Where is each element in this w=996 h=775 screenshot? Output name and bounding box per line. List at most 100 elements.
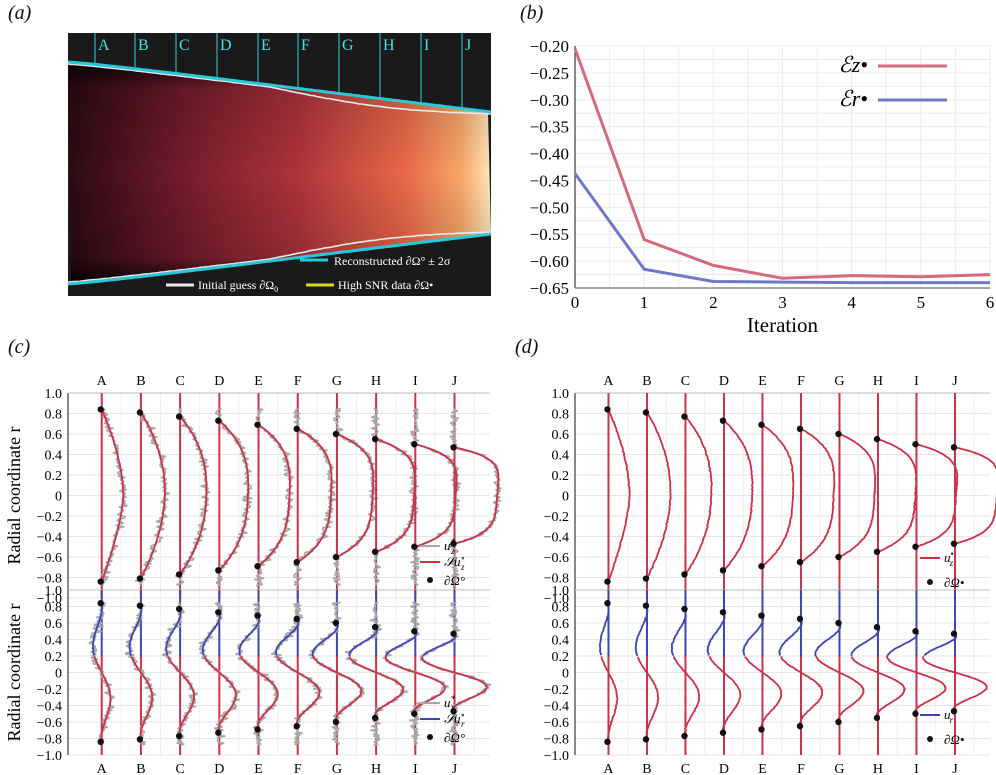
station-profile-j (419, 590, 492, 755)
wall-point-top (254, 421, 261, 428)
wall-point-top (97, 406, 104, 413)
station-profile-b (634, 590, 660, 755)
station-label-bottom-j: J (452, 762, 458, 775)
x-tick-label: 3 (778, 293, 787, 312)
station-profile-b (134, 393, 171, 598)
y-tick-label: −0.35 (530, 118, 569, 137)
y-tick-label: 0.2 (45, 469, 63, 484)
station-label-a: A (98, 37, 110, 54)
station-label-j: J (465, 37, 471, 54)
wall-point-top (136, 409, 144, 416)
y-tick-label: −0.8 (544, 733, 569, 748)
wall-point-bottom (642, 736, 650, 743)
x-tick-label: 4 (847, 293, 856, 312)
station-label-bottom-a: A (97, 762, 108, 775)
profile-line-upper (128, 605, 143, 657)
legend-line-sub: r (950, 715, 954, 725)
jet-shade (68, 62, 491, 284)
station-label-e: E (261, 37, 271, 54)
y-tick-label: −0.4 (37, 700, 62, 715)
wall-point-bottom (254, 726, 261, 733)
y-tick-label: −1.0 (544, 749, 569, 764)
station-profile-b (124, 590, 157, 755)
noisy-measurement (88, 601, 115, 746)
profile-line-lower (922, 656, 988, 712)
initial-guess-top (67, 63, 492, 115)
profile-line-lower (850, 656, 907, 719)
station-profile-h (873, 393, 918, 598)
station-label-bottom-g: G (834, 762, 844, 775)
x-tick-label: 1 (640, 293, 649, 312)
x-axis-title: Iteration (747, 313, 819, 337)
reconstructed-top (67, 60, 492, 114)
legend-noisy-sub: z (450, 546, 455, 556)
profile-line-lower (636, 656, 660, 740)
y-tick-label: 0.8 (552, 408, 570, 423)
y-tick-label: −0.8 (37, 733, 62, 748)
wall-point-top (371, 623, 379, 631)
profile-line-lower (421, 656, 488, 712)
station-profile-j (950, 393, 996, 598)
x-tick-label: 2 (709, 293, 718, 312)
wall-point-top (411, 441, 418, 448)
station-label-bottom-f: F (294, 762, 302, 775)
station-label-i: I (424, 37, 429, 54)
wall-point-bottom (175, 571, 183, 578)
wall-point-bottom (97, 578, 104, 585)
profile-line (684, 416, 713, 575)
panel-b-axes: −0.20 −0.25 −0.30 −0.35 −0.40 −0.45 −0.50 −0.55… (530, 37, 995, 337)
legend-point-label: ∂Ω° (444, 730, 465, 745)
profile-line-upper (814, 622, 842, 657)
profile-line-lower (312, 655, 363, 723)
initial-guess-bottom (67, 231, 492, 283)
y-tick-label: −0.6 (544, 716, 569, 731)
panel-b-legend: ℰz• ℰr• (838, 52, 947, 111)
wall-point-top (604, 600, 611, 607)
wall-point-top (681, 605, 688, 613)
noisy-measurement (124, 601, 157, 746)
profile-line-lower (239, 655, 279, 730)
profile-line (297, 428, 333, 563)
profile-line-lower (744, 656, 783, 730)
legend-fit-sup: ∘ (461, 553, 465, 563)
station-label-top-g: G (834, 374, 844, 389)
wall-point-top (450, 630, 457, 637)
wall-point-bottom (758, 726, 765, 733)
profile-line (916, 443, 959, 548)
reconstructed-bottom (67, 232, 492, 286)
legend-line-sup: • (951, 549, 954, 559)
wall-point-top (215, 417, 222, 424)
wall-point-top (681, 413, 688, 420)
legend-point-swatch (427, 734, 433, 740)
wall-point-top (835, 430, 842, 438)
wall-point-bottom (604, 738, 611, 745)
wall-point-bottom (371, 548, 379, 556)
legend: u• z ∂Ω• (920, 549, 964, 590)
wall-point-top (758, 421, 765, 428)
wall-point-bottom (835, 553, 842, 561)
station-profile-j (922, 590, 988, 755)
legend-label-1: ℰr• (838, 86, 868, 111)
station-label-bottom-h: H (371, 762, 381, 775)
profile-line (839, 433, 877, 558)
wall-point-top (332, 619, 340, 627)
station-profile-d (214, 393, 253, 598)
station-profile-c (681, 393, 713, 598)
profile-line-lower (815, 655, 865, 723)
y-tick-label: −0.4 (544, 531, 569, 546)
station-label-bottom-c: C (175, 762, 184, 775)
legend-noisy-label: u* z (444, 537, 456, 556)
profile-line-upper (422, 633, 457, 657)
wall-point-bottom (873, 714, 881, 722)
y-tick-label: −0.6 (544, 551, 569, 566)
wall-point-top (873, 623, 881, 631)
station-profile-a (604, 393, 631, 598)
station-profile-g (308, 590, 365, 755)
station-profile-d (198, 590, 241, 755)
profile-line-upper (311, 622, 339, 657)
wall-point-bottom (293, 558, 300, 566)
wall-point-bottom (97, 738, 104, 745)
wall-point-bottom (371, 714, 379, 722)
profile-line (800, 428, 836, 563)
